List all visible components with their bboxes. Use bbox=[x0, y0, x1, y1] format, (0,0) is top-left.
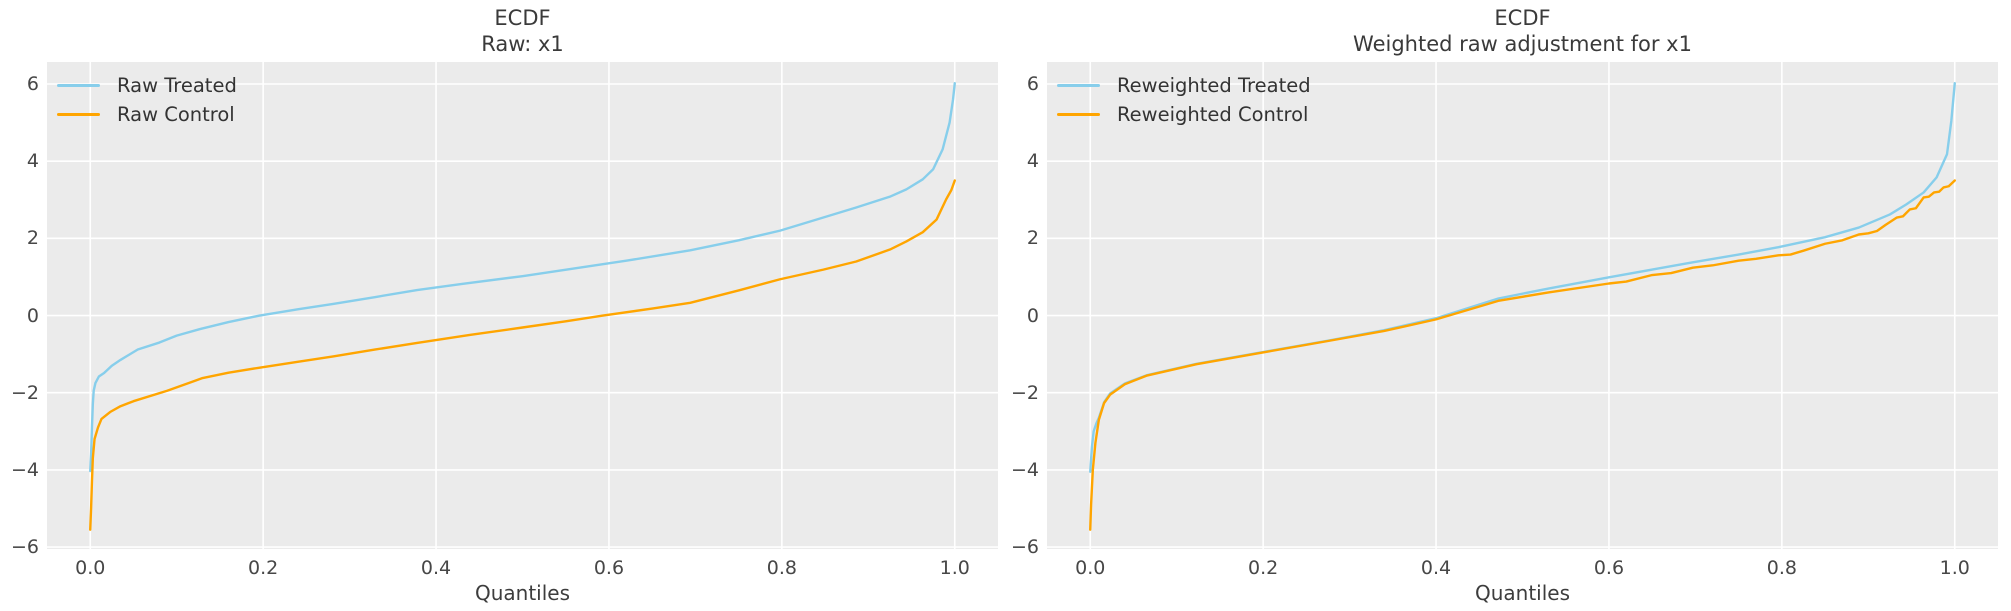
series-line-raw-control bbox=[89, 179, 956, 531]
y-tick-label: 0 bbox=[1026, 304, 1039, 327]
legend-line-swatch bbox=[1057, 83, 1100, 88]
legend-line-swatch bbox=[1057, 112, 1100, 117]
chart-raw: ECDF Raw: x1 Raw Treated Raw Control Qua… bbox=[0, 0, 1005, 611]
plot-area: Reweighted Treated Reweighted Control bbox=[1047, 62, 1998, 549]
legend-item-reweighted-control: Reweighted Control bbox=[1057, 100, 1311, 129]
y-tick-label: −4 bbox=[1010, 458, 1039, 481]
y-tick-label: −4 bbox=[10, 458, 39, 481]
y-tick-label: −2 bbox=[10, 381, 39, 404]
y-tick-label: 0 bbox=[26, 304, 39, 327]
x-axis-label: Quantiles bbox=[1474, 581, 1571, 605]
x-tick-label: 0.6 bbox=[593, 557, 625, 579]
x-tick-label: 0.2 bbox=[1248, 557, 1279, 579]
y-tick-label: −2 bbox=[1010, 381, 1039, 404]
y-tick-label: 2 bbox=[26, 227, 39, 250]
legend: Raw Treated Raw Control bbox=[57, 71, 237, 129]
x-tick-label: 1.0 bbox=[939, 557, 970, 579]
x-tick-label: 0.0 bbox=[1075, 557, 1106, 579]
x-tick-label: 0.0 bbox=[75, 557, 106, 579]
plot-canvas bbox=[1047, 62, 1998, 549]
x-tick-label: 0.2 bbox=[248, 557, 279, 579]
y-tick-label: −6 bbox=[10, 536, 39, 559]
x-tick-label: 0.8 bbox=[1766, 557, 1797, 579]
series-line-reweighted-control bbox=[1089, 179, 1956, 531]
legend-label: Reweighted Control bbox=[1117, 103, 1309, 126]
chart-title-line2: Weighted raw adjustment for x1 bbox=[1353, 32, 1692, 56]
chart-title-line1: ECDF bbox=[1494, 6, 1551, 30]
legend-item-reweighted-treated: Reweighted Treated bbox=[1057, 71, 1311, 100]
y-tick-label: 4 bbox=[1026, 150, 1039, 173]
legend-label: Reweighted Treated bbox=[1117, 74, 1311, 97]
chart-title: ECDF Raw: x1 bbox=[47, 5, 998, 57]
y-tick-label: −6 bbox=[1010, 536, 1039, 559]
chart-title-line2: Raw: x1 bbox=[481, 32, 564, 56]
x-tick-label: 0.6 bbox=[1593, 557, 1625, 579]
legend-label: Raw Treated bbox=[117, 74, 237, 97]
legend-line-swatch bbox=[57, 83, 100, 88]
chart-weighted: ECDF Weighted raw adjustment for x1 Rewe… bbox=[1000, 0, 2005, 611]
x-tick-label: 0.8 bbox=[766, 557, 797, 579]
y-tick-label: 4 bbox=[26, 150, 39, 173]
series-line-reweighted-treated bbox=[1089, 82, 1956, 474]
y-tick-label: 2 bbox=[1026, 227, 1039, 250]
legend: Reweighted Treated Reweighted Control bbox=[1057, 71, 1311, 129]
plot-canvas bbox=[47, 62, 998, 549]
series-line-raw-treated bbox=[89, 82, 956, 473]
legend-label: Raw Control bbox=[117, 103, 235, 126]
x-axis-label: Quantiles bbox=[474, 581, 571, 605]
chart-title-line1: ECDF bbox=[494, 6, 551, 30]
chart-title: ECDF Weighted raw adjustment for x1 bbox=[1047, 5, 1998, 57]
legend-line-swatch bbox=[57, 112, 100, 117]
legend-item-raw-treated: Raw Treated bbox=[57, 71, 237, 100]
y-tick-label: 6 bbox=[1026, 72, 1039, 95]
x-tick-label: 0.4 bbox=[420, 557, 452, 579]
plot-area: Raw Treated Raw Control bbox=[47, 62, 998, 549]
legend-item-raw-control: Raw Control bbox=[57, 100, 237, 129]
x-tick-label: 1.0 bbox=[1939, 557, 1970, 579]
y-tick-label: 6 bbox=[26, 72, 39, 95]
x-tick-label: 0.4 bbox=[1420, 557, 1452, 579]
